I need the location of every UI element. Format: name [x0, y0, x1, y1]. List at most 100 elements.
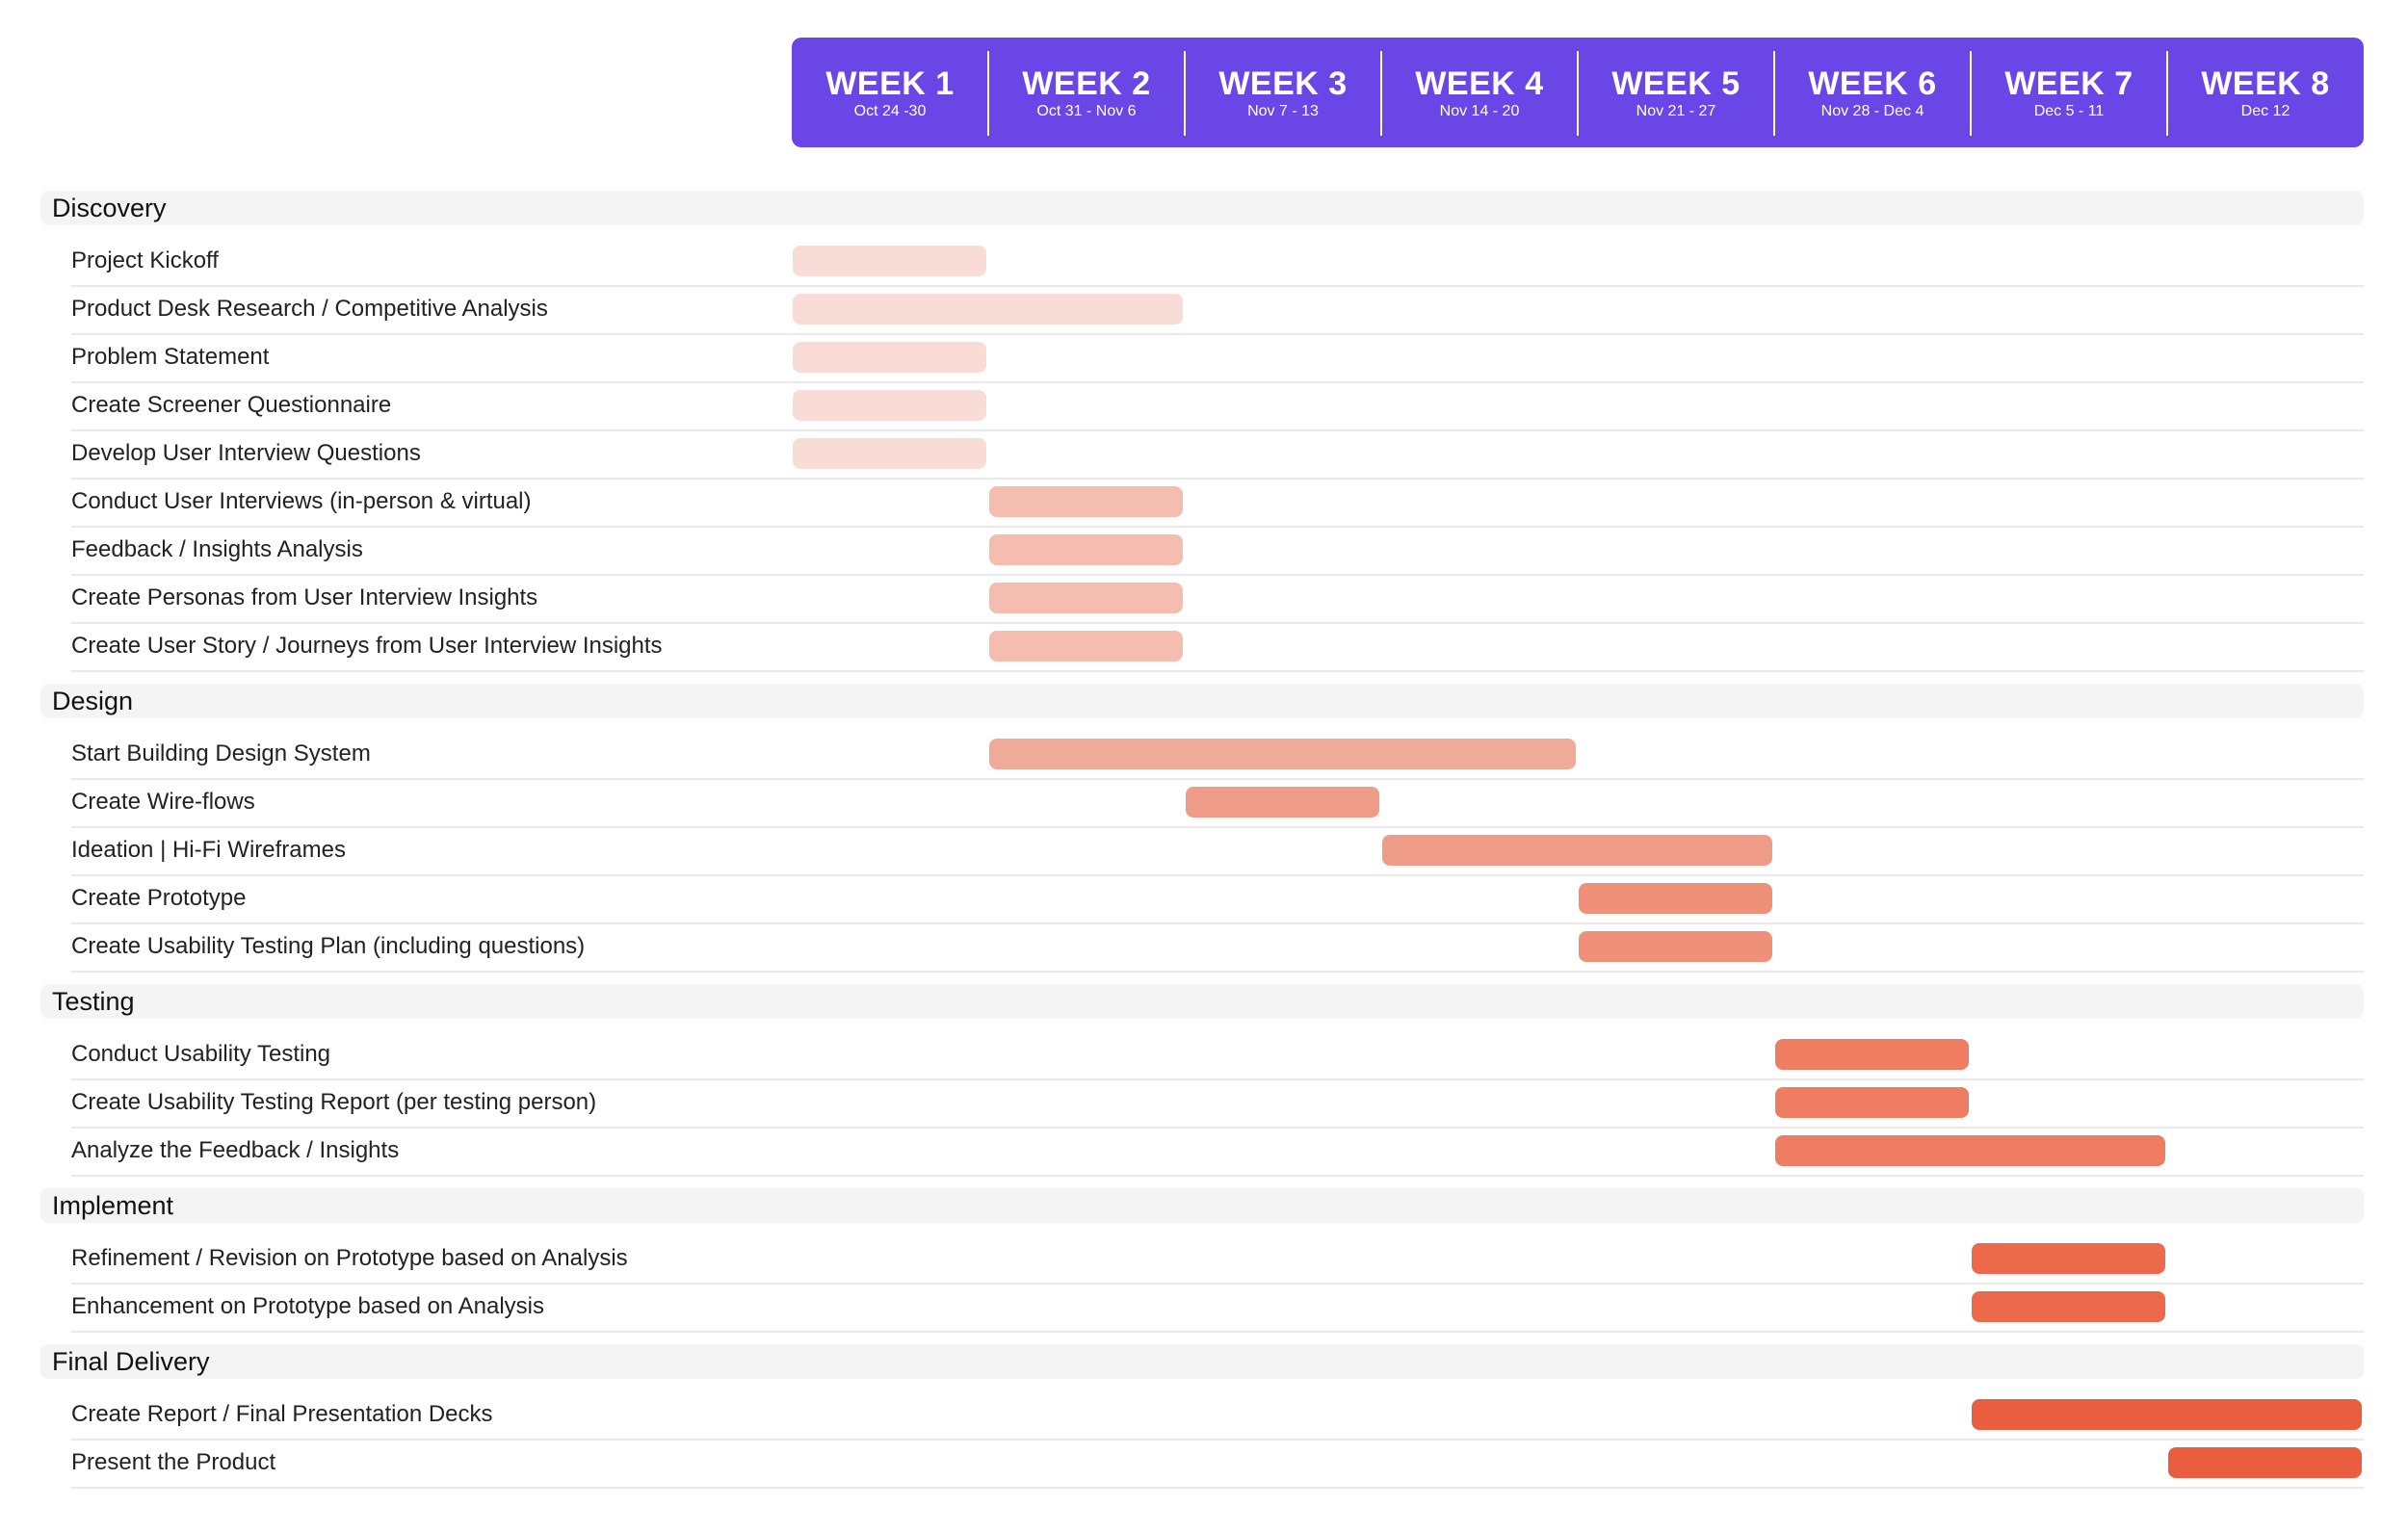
row-separator — [71, 333, 2364, 335]
section-band — [40, 684, 2364, 718]
row-separator — [71, 778, 2364, 780]
task-bar — [989, 631, 1183, 662]
task-bar — [1579, 883, 1772, 914]
task-label: Conduct User Interviews (in-person & vir… — [71, 488, 532, 514]
row-separator — [71, 1078, 2364, 1080]
week-divider — [2166, 51, 2168, 136]
row-separator — [71, 826, 2364, 828]
task-label: Create Wire-flows — [71, 789, 255, 815]
task-bar — [989, 534, 1183, 565]
week-label: WEEK 5 — [1611, 65, 1741, 102]
task-label: Ideation | Hi-Fi Wireframes — [71, 837, 346, 863]
section-title: Design — [52, 687, 134, 715]
row-separator — [71, 922, 2364, 924]
row-separator — [71, 478, 2364, 480]
week-divider — [1380, 51, 1382, 136]
task-bar — [793, 438, 986, 469]
task-bar — [2168, 1447, 2362, 1478]
task-bar — [1775, 1135, 2165, 1166]
task-label: Refinement / Revision on Prototype based… — [71, 1245, 628, 1271]
task-bar — [793, 246, 986, 276]
week-column-header: WEEK 8 Dec 12 — [2167, 38, 2364, 147]
task-bar — [1382, 835, 1772, 866]
week-column-header: WEEK 2 Oct 31 - Nov 6 — [988, 38, 1185, 147]
week-column-header: WEEK 5 Nov 21 - 27 — [1578, 38, 1774, 147]
week-date-range: Nov 28 - Dec 4 — [1820, 103, 1924, 119]
week-label: WEEK 2 — [1022, 65, 1151, 102]
week-column-header: WEEK 4 Nov 14 - 20 — [1381, 38, 1578, 147]
section-title: Discovery — [52, 194, 167, 222]
task-label: Conduct Usability Testing — [71, 1041, 331, 1067]
row-separator — [71, 1439, 2364, 1441]
week-divider — [1970, 51, 1972, 136]
task-label: Create Usability Testing Plan (including… — [71, 933, 586, 959]
row-separator — [71, 971, 2364, 973]
task-bar — [793, 294, 1183, 325]
row-separator — [71, 429, 2364, 431]
week-column-header: WEEK 7 Dec 5 - 11 — [1971, 38, 2167, 147]
week-divider — [987, 51, 989, 136]
task-bar — [1775, 1087, 1969, 1118]
task-label: Present the Product — [71, 1449, 276, 1475]
task-label: Feedback / Insights Analysis — [71, 536, 363, 562]
row-separator — [71, 1283, 2364, 1285]
task-bar — [1186, 787, 1379, 818]
task-label: Create User Story / Journeys from User I… — [71, 633, 663, 659]
row-separator — [71, 381, 2364, 383]
task-bar — [1972, 1243, 2165, 1274]
week-label: WEEK 8 — [2201, 65, 2330, 102]
week-date-range: Dec 12 — [2240, 103, 2290, 119]
section-title: Final Delivery — [52, 1347, 210, 1376]
task-bar — [1972, 1291, 2165, 1322]
section-title: Implement — [52, 1191, 174, 1220]
week-column-header: WEEK 6 Nov 28 - Dec 4 — [1774, 38, 1971, 147]
week-divider — [1184, 51, 1186, 136]
task-label: Create Personas from User Interview Insi… — [71, 584, 538, 610]
section-band — [40, 1188, 2364, 1223]
week-header: WEEK 1 Oct 24 -30 WEEK 2 Oct 31 - Nov 6 WEEK… — [792, 38, 2364, 147]
row-separator — [71, 285, 2364, 287]
week-column-header: WEEK 3 Nov 7 - 13 — [1185, 38, 1381, 147]
task-label: Create Usability Testing Report (per tes… — [71, 1089, 597, 1115]
section-title: Testing — [52, 987, 135, 1016]
task-label: Product Desk Research / Competitive Anal… — [71, 296, 548, 322]
row-separator — [71, 874, 2364, 876]
task-bar — [989, 739, 1576, 769]
week-date-range: Oct 24 -30 — [853, 103, 927, 119]
section-band — [40, 984, 2364, 1019]
task-label: Develop User Interview Questions — [71, 440, 421, 466]
task-bar — [989, 486, 1183, 517]
week-column-header: WEEK 1 Oct 24 -30 — [792, 38, 988, 147]
week-label: WEEK 3 — [1218, 65, 1348, 102]
week-label: WEEK 6 — [1808, 65, 1937, 102]
task-label: Analyze the Feedback / Insights — [71, 1137, 400, 1163]
task-label: Enhancement on Prototype based on Analys… — [71, 1293, 544, 1319]
task-bar — [1579, 931, 1772, 962]
week-date-range: Nov 21 - 27 — [1636, 103, 1716, 119]
row-separator — [71, 670, 2364, 672]
task-label: Problem Statement — [71, 344, 270, 370]
row-separator — [71, 526, 2364, 528]
week-divider — [1773, 51, 1775, 136]
row-separator — [71, 1175, 2364, 1177]
task-label: Create Report / Final Presentation Decks — [71, 1401, 493, 1427]
task-bar — [793, 390, 986, 421]
week-divider — [1577, 51, 1579, 136]
section-band — [40, 1344, 2364, 1379]
week-label: WEEK 7 — [2004, 65, 2133, 102]
section-band — [40, 191, 2364, 225]
row-separator — [71, 1331, 2364, 1333]
row-separator — [71, 622, 2364, 624]
task-bar — [793, 342, 986, 373]
row-separator — [71, 574, 2364, 576]
task-bar — [1972, 1399, 2362, 1430]
week-date-range: Oct 31 - Nov 6 — [1036, 103, 1137, 119]
row-separator — [71, 1487, 2364, 1489]
week-label: WEEK 1 — [825, 65, 955, 102]
task-label: Project Kickoff — [71, 247, 219, 273]
week-date-range: Nov 14 - 20 — [1439, 103, 1520, 119]
task-label: Start Building Design System — [71, 740, 371, 766]
week-label: WEEK 4 — [1415, 65, 1544, 102]
task-label: Create Prototype — [71, 885, 247, 911]
